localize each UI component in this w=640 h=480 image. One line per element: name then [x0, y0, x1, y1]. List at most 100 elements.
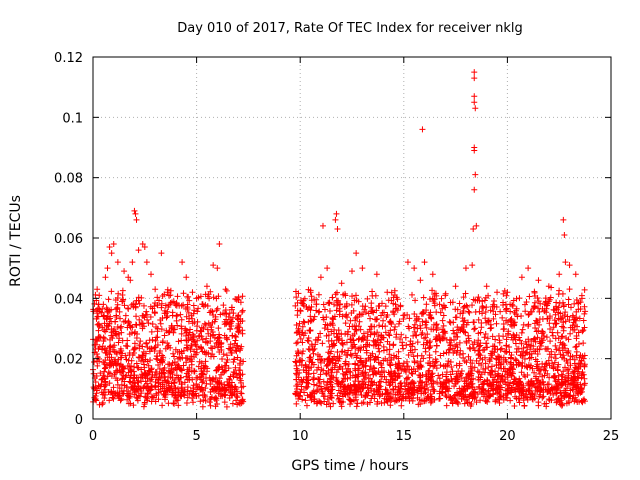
- data-point: [188, 353, 195, 360]
- data-point: [342, 290, 349, 297]
- data-point: [357, 326, 364, 333]
- data-point: [440, 312, 447, 319]
- data-point: [395, 364, 402, 371]
- data-point: [411, 359, 418, 366]
- data-point: [386, 332, 393, 339]
- data-point: [363, 389, 370, 396]
- data-point: [230, 373, 237, 380]
- data-point: [580, 327, 587, 334]
- data-point: [416, 372, 423, 379]
- data-point: [393, 334, 400, 341]
- data-point: [365, 378, 372, 385]
- data-point: [136, 342, 143, 349]
- data-point: [355, 378, 362, 385]
- data-point: [101, 386, 108, 393]
- data-point: [186, 297, 193, 304]
- data-point: [214, 335, 221, 342]
- data-point: [336, 395, 343, 402]
- data-point: [170, 379, 177, 386]
- data-point: [534, 377, 541, 384]
- data-point: [109, 346, 116, 353]
- data-point: [164, 378, 171, 385]
- data-point: [387, 402, 394, 409]
- data-point: [390, 386, 397, 393]
- data-point: [99, 324, 106, 331]
- data-point: [342, 320, 349, 327]
- data-point: [408, 379, 415, 386]
- data-point: [136, 300, 143, 307]
- data-point: [327, 381, 334, 388]
- data-point: [235, 320, 242, 327]
- data-point: [518, 340, 525, 347]
- data-point: [326, 388, 333, 395]
- data-point: [468, 372, 475, 379]
- data-point: [191, 307, 198, 314]
- data-point: [537, 343, 544, 350]
- data-point: [131, 382, 138, 389]
- data-point: [550, 306, 557, 313]
- data-point: [531, 304, 538, 311]
- data-point: [175, 355, 182, 362]
- data-point: [145, 320, 152, 327]
- data-point: [463, 380, 470, 387]
- data-point: [407, 385, 414, 392]
- data-point: [440, 384, 447, 391]
- data-point: [106, 361, 113, 368]
- x-tick-label: 10: [292, 429, 309, 444]
- data-point: [155, 396, 162, 403]
- data-point: [489, 333, 496, 340]
- data-point: [327, 403, 334, 410]
- data-point: [551, 359, 558, 366]
- data-point: [414, 352, 421, 359]
- data-point: [119, 298, 126, 305]
- y-tick-label: 0: [75, 413, 83, 428]
- data-point: [418, 384, 425, 391]
- data-point: [347, 387, 354, 394]
- data-point: [453, 362, 460, 369]
- data-point: [147, 377, 154, 384]
- data-point: [417, 325, 424, 332]
- data-point: [462, 290, 469, 297]
- data-point: [386, 318, 393, 325]
- data-point: [433, 342, 440, 349]
- data-point: [225, 313, 232, 320]
- data-point: [405, 351, 412, 358]
- data-point: [219, 366, 226, 373]
- data-point: [437, 380, 444, 387]
- data-point: [474, 368, 481, 375]
- data-point: [118, 347, 125, 354]
- data-point: [485, 317, 492, 324]
- data-point: [359, 378, 366, 385]
- data-point: [154, 294, 161, 301]
- data-point: [536, 316, 543, 323]
- data-point: [228, 379, 235, 386]
- data-point: [174, 293, 181, 300]
- data-point: [104, 322, 111, 329]
- data-point: [173, 372, 180, 379]
- data-point: [474, 391, 481, 398]
- data-point: [140, 403, 147, 410]
- data-point: [482, 315, 489, 322]
- data-point: [164, 286, 171, 293]
- data-point: [371, 331, 378, 338]
- data-point: [303, 367, 310, 374]
- data-point: [573, 365, 580, 372]
- data-point: [572, 271, 579, 278]
- data-point: [379, 300, 386, 307]
- data-point: [215, 325, 222, 332]
- data-point: [125, 274, 132, 281]
- data-point: [184, 388, 191, 395]
- y-axis-label: ROTI / TECUs: [8, 195, 24, 287]
- data-point: [121, 268, 128, 275]
- data-point: [570, 326, 577, 333]
- data-point: [310, 396, 317, 403]
- data-point: [313, 366, 320, 373]
- data-point: [233, 392, 240, 399]
- data-point: [341, 304, 348, 311]
- data-point: [235, 399, 242, 406]
- data-point: [561, 393, 568, 400]
- data-point: [237, 400, 244, 407]
- data-point: [227, 346, 234, 353]
- data-point: [190, 334, 197, 341]
